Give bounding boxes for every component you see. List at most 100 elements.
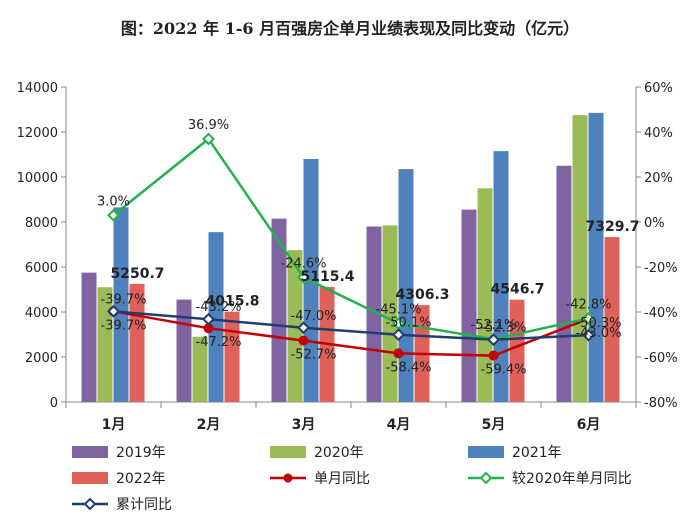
cumulative-label: -43.2% [196, 300, 242, 315]
category-label: 4月 [387, 417, 411, 433]
right-tick-label: 20% [644, 171, 673, 186]
single-month-label: -47.2% [196, 335, 242, 350]
vs2020-label: -45.1% [376, 302, 422, 317]
bar-2022年 [509, 299, 525, 402]
category-label: 5月 [482, 417, 506, 433]
legend-marker-累计同比 [83, 497, 97, 511]
bar-2020年 [97, 287, 113, 402]
legend-swatch-2020年 [270, 446, 306, 458]
bar-2020年 [477, 188, 493, 402]
bar-2021年 [588, 112, 604, 402]
left-tick-label: 8000 [25, 216, 58, 231]
vs2020-label: -42.8% [566, 297, 612, 312]
bar-2021年 [398, 169, 414, 402]
bar-value-label: 5115.4 [300, 269, 354, 285]
chart-title: 图：2022 年 1-6 月百强房企单月业绩表现及同比变动（亿元） [121, 19, 579, 38]
legend-label-较2020年单月同比: 较2020年单月同比 [512, 471, 632, 487]
right-tick-label: 0% [644, 216, 665, 231]
vs2020-label: -24.6% [281, 256, 327, 271]
bar-2019年 [366, 226, 382, 402]
single-month-label: -59.4% [481, 363, 527, 378]
point-累计同比 [107, 304, 120, 318]
bar-2021年 [113, 207, 129, 402]
cumulative-label: -50.1% [386, 316, 432, 331]
cumulative-label: -50.3% [576, 316, 622, 331]
vs2020-label: -52.1% [471, 318, 517, 333]
right-tick-label: -20% [644, 261, 678, 276]
single-month-label: -58.4% [386, 360, 432, 375]
category-label: 3月 [292, 417, 316, 433]
bar-2020年 [572, 115, 588, 402]
legend-label-2020年: 2020年 [314, 445, 364, 461]
right-tick-label: -40% [644, 306, 678, 321]
point-单月同比 [393, 348, 404, 359]
category-label: 2月 [197, 417, 221, 433]
legend-swatch-2022年 [72, 472, 108, 484]
legend-swatch-2019年 [72, 446, 108, 458]
line-较2020年单月同比 [112, 137, 589, 341]
left-tick-label: 2000 [25, 351, 58, 366]
right-tick-label: 40% [644, 126, 673, 141]
vs2020-label: 36.9% [188, 118, 229, 133]
cumulative-label: -39.7% [101, 292, 147, 307]
point-较2020年单月同比 [297, 270, 310, 284]
bar-2022年 [224, 311, 240, 402]
left-tick-label: 10000 [17, 171, 58, 186]
bar-value-label: 5250.7 [110, 266, 164, 282]
line-单月同比 [113, 310, 589, 357]
right-tick-label: -60% [644, 351, 678, 366]
single-month-label: -52.7% [291, 348, 337, 363]
labels-group: 5250.7 4015.8 5115.4 4306.3 4546.7 7329.7 -39.… [97, 118, 640, 378]
legend-label-2019年: 2019年 [116, 445, 166, 461]
point-累计同比 [297, 321, 310, 335]
lines-group [107, 132, 595, 361]
cumulative-label: -52.3% [481, 321, 527, 336]
bar-2020年 [382, 225, 398, 402]
legend-swatch-2021年 [468, 446, 504, 458]
single-month-label: -43.0% [576, 326, 622, 341]
point-累计同比 [487, 333, 500, 347]
bar-2022年 [604, 237, 620, 402]
right-tick-label: -80% [644, 396, 678, 411]
legend-marker-较2020年单月同比 [479, 471, 493, 485]
legend-label-2021年: 2021年 [512, 445, 562, 461]
point-单月同比 [488, 350, 499, 361]
left-tick-label: 14000 [17, 81, 58, 96]
bars-group [81, 112, 620, 402]
line-累计同比 [113, 310, 589, 341]
category-label: 1月 [102, 417, 126, 433]
point-累计同比 [202, 312, 215, 326]
single-month-label: -39.7% [101, 318, 147, 333]
bar-2020年 [192, 336, 208, 402]
left-tick-label: 12000 [17, 126, 58, 141]
legend-label-累计同比: 累计同比 [116, 497, 172, 513]
category-label: 6月 [577, 417, 601, 433]
right-tick-label: 60% [644, 81, 673, 96]
bar-value-label: 4546.7 [490, 282, 544, 298]
bar-2019年 [556, 165, 572, 402]
bar-2019年 [81, 272, 97, 402]
point-单月同比 [298, 335, 309, 346]
point-较2020年单月同比 [582, 311, 595, 325]
bar-2019年 [271, 218, 287, 402]
left-tick-label: 4000 [25, 306, 58, 321]
left-tick-label: 6000 [25, 261, 58, 276]
axes-group: 0 2000 4000 6000 8000 10000 12000 14000 -80% -60%… [17, 81, 678, 433]
vs2020-label: 3.0% [97, 194, 130, 209]
bar-2019年 [461, 209, 477, 402]
bar-value-label: 4015.8 [205, 294, 259, 310]
bar-value-label: 4306.3 [395, 287, 449, 303]
legend-label-2022年: 2022年 [116, 471, 166, 487]
point-较2020年单月同比 [202, 132, 215, 146]
point-累计同比 [582, 328, 595, 342]
legend-marker-单月同比 [283, 473, 293, 483]
left-tick-label: 0 [50, 396, 58, 411]
legend-label-单月同比: 单月同比 [314, 471, 370, 487]
bar-2021年 [208, 232, 224, 402]
point-累计同比 [392, 328, 405, 342]
point-较2020年单月同比 [107, 208, 120, 222]
bar-value-label: 7329.7 [585, 219, 639, 235]
